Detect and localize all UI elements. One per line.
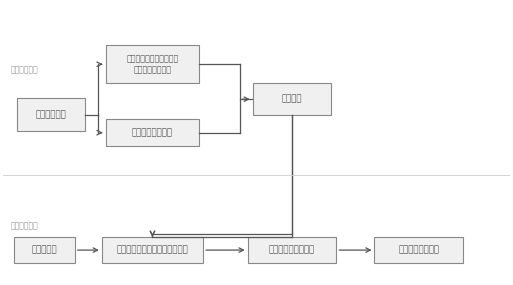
Text: 平均主观评分差値: 平均主观评分差値: [132, 128, 173, 137]
FancyBboxPatch shape: [102, 237, 203, 263]
Text: 特征阈値: 特征阈値: [282, 95, 302, 104]
Text: 离线训练阶段: 离线训练阶段: [10, 65, 38, 74]
FancyBboxPatch shape: [374, 237, 463, 263]
Text: 当前视觉疲劳度判定: 当前视觉疲劳度判定: [269, 246, 315, 255]
Text: 在线检测阶段: 在线检测阶段: [10, 222, 38, 231]
Text: 叠加增强显示输出: 叠加增强显示输出: [399, 246, 439, 255]
Text: 表征观看者视觉疲劳度的
生物生理特征矢量: 表征观看者视觉疲劳度的 生物生理特征矢量: [126, 54, 179, 74]
FancyBboxPatch shape: [253, 83, 331, 115]
FancyBboxPatch shape: [248, 237, 337, 263]
FancyBboxPatch shape: [106, 45, 200, 83]
FancyBboxPatch shape: [17, 99, 85, 131]
Text: 某立体片源: 某立体片源: [32, 246, 57, 255]
FancyBboxPatch shape: [14, 237, 75, 263]
Text: 观看者当前的生物生理特征检测: 观看者当前的生物生理特征检测: [116, 246, 188, 255]
Text: 多个立体片源: 多个立体片源: [35, 110, 66, 119]
FancyBboxPatch shape: [106, 119, 200, 146]
